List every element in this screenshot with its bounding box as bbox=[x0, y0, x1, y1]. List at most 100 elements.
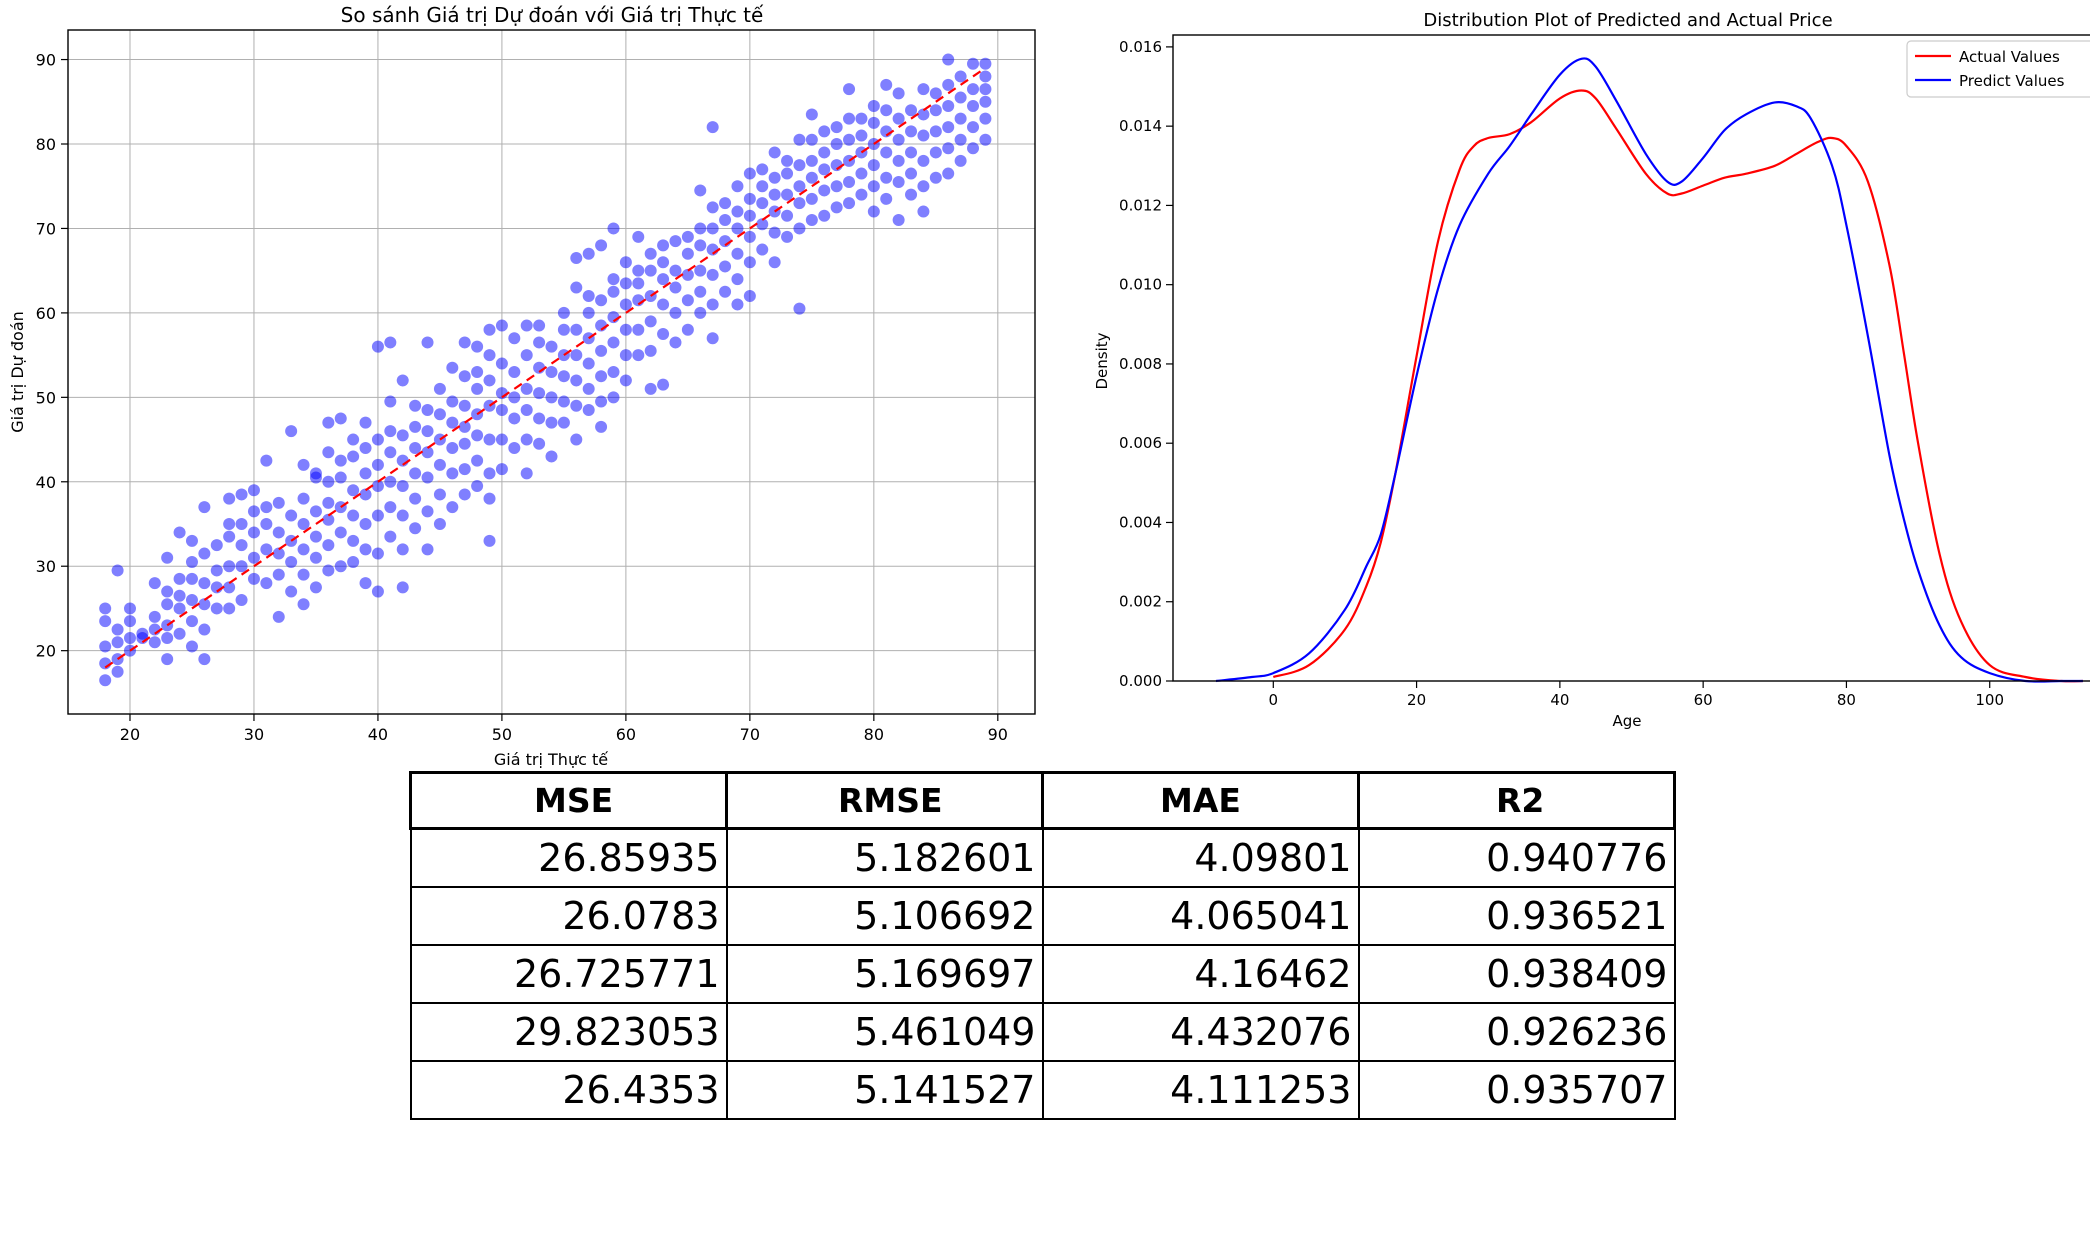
scatter-point bbox=[198, 501, 211, 514]
scatter-point bbox=[607, 366, 620, 378]
scatter-point bbox=[433, 382, 446, 395]
scatter-point bbox=[557, 395, 570, 408]
cell-mae: 4.16462 bbox=[1041, 943, 1360, 1004]
scatter-point bbox=[148, 636, 161, 649]
scatter-point bbox=[657, 298, 670, 311]
scatter-point bbox=[384, 530, 397, 543]
cell-r2: 0.936521 bbox=[1357, 885, 1676, 946]
scatter-point bbox=[843, 83, 856, 96]
scatter-point bbox=[359, 518, 372, 530]
scatter-point bbox=[247, 572, 260, 585]
scatter-point bbox=[681, 294, 694, 307]
scatter-point bbox=[520, 382, 533, 395]
scatter-point bbox=[458, 336, 471, 349]
cell-rmse: 5.169697 bbox=[725, 943, 1044, 1004]
cell-mse: 26.0783 bbox=[409, 885, 728, 946]
scatter-point bbox=[285, 425, 298, 438]
cell-mse: 26.4353 bbox=[409, 1059, 728, 1120]
scatter-point bbox=[694, 285, 707, 298]
scatter-point bbox=[446, 442, 459, 454]
scatter-point bbox=[880, 78, 893, 91]
scatter-point bbox=[173, 572, 186, 585]
scatter-point bbox=[421, 446, 434, 459]
scatter-point bbox=[582, 306, 595, 319]
scatter-point bbox=[582, 357, 595, 370]
scatter-point bbox=[272, 568, 285, 581]
scatter-point bbox=[582, 247, 595, 260]
scatter-point bbox=[570, 349, 583, 362]
scatter-point bbox=[731, 247, 744, 260]
scatter-point bbox=[942, 78, 955, 91]
scatter-x-tick-label: 20 bbox=[120, 725, 140, 744]
scatter-point bbox=[322, 416, 335, 429]
scatter-point bbox=[347, 484, 360, 497]
scatter-point bbox=[309, 530, 322, 543]
scatter-point bbox=[471, 480, 484, 492]
scatter-point bbox=[880, 192, 893, 205]
scatter-point bbox=[570, 374, 583, 387]
scatter-point bbox=[198, 577, 211, 590]
scatter-point bbox=[793, 133, 806, 146]
scatter-point bbox=[657, 239, 670, 252]
scatter-point bbox=[223, 492, 236, 505]
scatter-point bbox=[483, 323, 496, 336]
scatter-point bbox=[409, 399, 422, 412]
scatter-point bbox=[99, 615, 112, 628]
scatter-point bbox=[892, 87, 905, 100]
scatter-point bbox=[409, 522, 422, 535]
scatter-point bbox=[942, 100, 955, 112]
scatter-point bbox=[867, 159, 880, 172]
scatter-point bbox=[173, 627, 186, 640]
scatter-point bbox=[781, 154, 794, 167]
scatter-point bbox=[979, 83, 992, 96]
scatter-point bbox=[644, 247, 657, 260]
scatter-point bbox=[483, 467, 496, 480]
scatter-point bbox=[433, 518, 446, 530]
scatter-point bbox=[545, 340, 558, 353]
scatter-point bbox=[483, 492, 496, 505]
scatter-point bbox=[359, 488, 372, 501]
kde-x-tick-label: 20 bbox=[1407, 691, 1426, 709]
scatter-point bbox=[433, 408, 446, 421]
scatter-point bbox=[756, 163, 769, 176]
scatter-point bbox=[235, 560, 248, 573]
scatter-point bbox=[421, 471, 434, 484]
scatter-point bbox=[210, 564, 223, 577]
scatter-point bbox=[198, 598, 211, 611]
scatter-point bbox=[793, 222, 806, 235]
scatter-point bbox=[582, 290, 595, 302]
table-row: 29.823053 5.461049 4.432076 0.926236 bbox=[409, 1001, 1676, 1062]
scatter-y-tick-label: 50 bbox=[36, 388, 56, 407]
scatter-x-tick-label: 70 bbox=[740, 725, 760, 744]
scatter-point bbox=[396, 429, 409, 442]
scatter-point bbox=[892, 214, 905, 226]
scatter-point bbox=[260, 454, 273, 467]
scatter-point bbox=[595, 344, 608, 357]
scatter-chart: So sánh Giá trị Dự đoán với Giá trị Thực… bbox=[8, 3, 1036, 769]
scatter-point bbox=[607, 273, 620, 286]
legend-label-actual: Actual Values bbox=[1959, 48, 2060, 66]
scatter-point bbox=[297, 492, 310, 505]
scatter-point bbox=[359, 416, 372, 429]
scatter-point bbox=[805, 133, 818, 146]
scatter-point bbox=[384, 446, 397, 459]
table-row: 26.0783 5.106692 4.065041 0.936521 bbox=[409, 885, 1676, 946]
scatter-point bbox=[706, 298, 719, 311]
cell-r2: 0.940776 bbox=[1357, 827, 1676, 888]
scatter-point bbox=[892, 133, 905, 146]
scatter-point bbox=[694, 222, 707, 235]
scatter-point bbox=[731, 273, 744, 286]
scatter-point bbox=[359, 442, 372, 454]
scatter-point bbox=[942, 121, 955, 134]
scatter-point bbox=[719, 197, 732, 210]
scatter-point bbox=[917, 83, 930, 96]
scatter-point bbox=[99, 674, 112, 687]
scatter-point bbox=[557, 323, 570, 336]
scatter-x-ticks: 20 30 40 50 60 70 80 90 bbox=[120, 714, 1008, 744]
scatter-point bbox=[843, 112, 856, 125]
scatter-point bbox=[669, 336, 682, 349]
scatter-point bbox=[446, 416, 459, 429]
scatter-y-tick-label: 60 bbox=[36, 304, 56, 323]
scatter-point bbox=[731, 180, 744, 193]
scatter-point bbox=[855, 188, 868, 201]
